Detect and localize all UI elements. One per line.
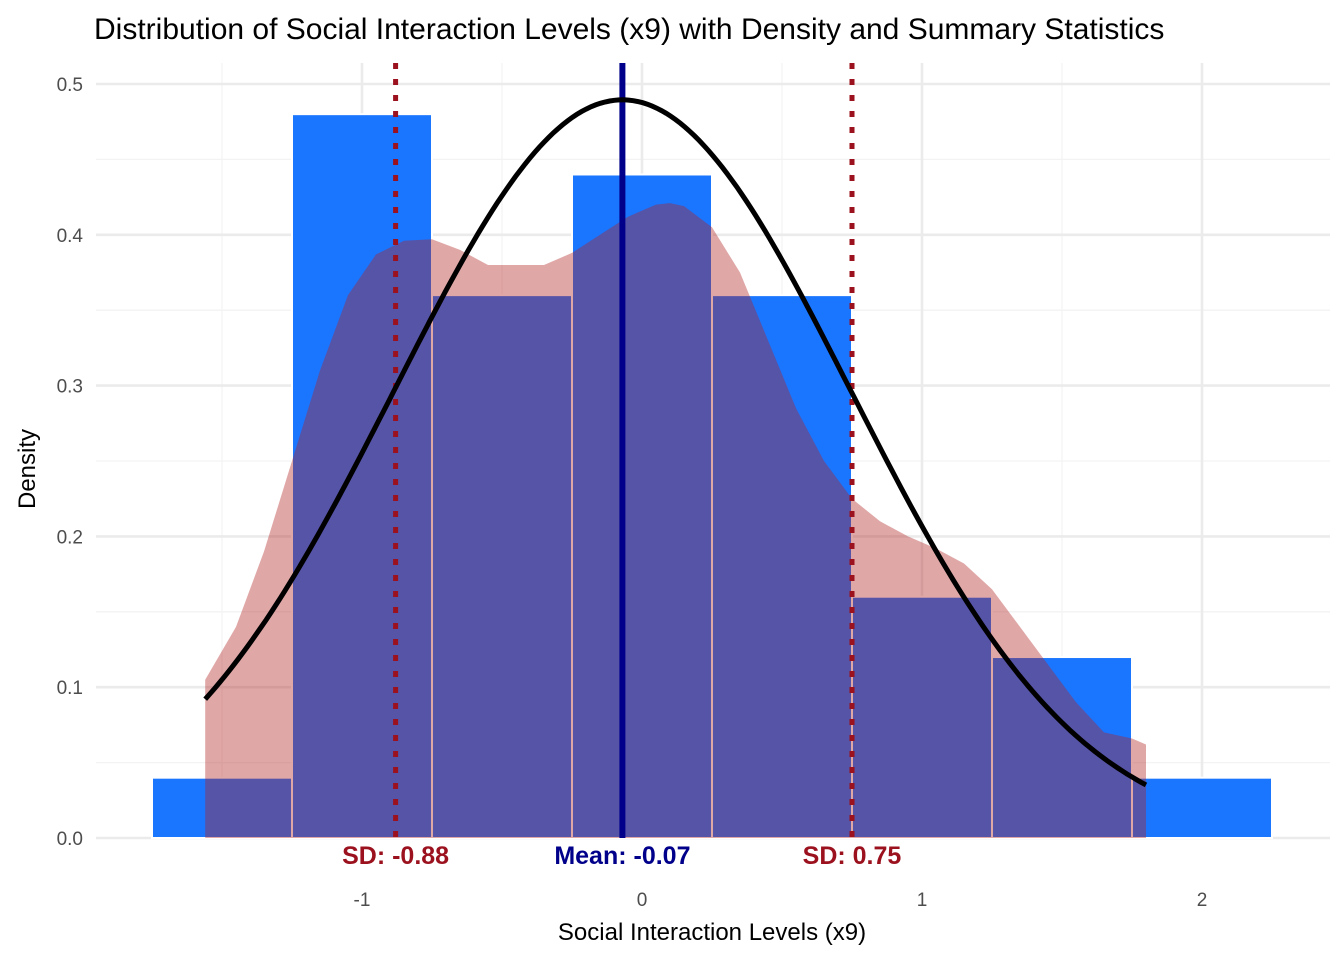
histogram-bar — [431, 294, 573, 839]
chart-title: Distribution of Social Interaction Level… — [94, 13, 1164, 46]
density-area — [205, 203, 1146, 839]
normal-curve — [203, 97, 1148, 788]
histogram-bar — [991, 656, 1133, 839]
reference-lines-layer — [393, 63, 855, 838]
x-tick-label: 1 — [917, 890, 928, 911]
y-tick-label: 0.1 — [57, 678, 83, 699]
histogram-bar — [291, 113, 433, 840]
histogram-bar — [571, 173, 713, 840]
x-tick-label: -1 — [354, 890, 371, 911]
y-axis-title: Density — [14, 429, 41, 509]
histogram-bar — [151, 776, 293, 839]
x-tick-label: 0 — [637, 890, 648, 911]
histogram-bar — [1131, 776, 1273, 839]
mean-label: Mean: -0.07 — [554, 842, 690, 870]
y-tick-label: 0.4 — [57, 226, 84, 247]
y-tick-label: 0.3 — [57, 377, 83, 398]
y-tick-label: 0.5 — [57, 75, 83, 96]
sd-label: SD: -0.88 — [342, 842, 449, 870]
sd-label: SD: 0.75 — [803, 842, 902, 870]
density-layer — [205, 203, 1146, 839]
x-axis-title: Social Interaction Levels (x9) — [558, 919, 866, 946]
tick-labels-layer: -1 0 1 2 0.0 0.1 0.2 0.3 0.4 0.5 — [57, 75, 1208, 911]
histogram-bar — [711, 294, 853, 839]
histogram-bar — [851, 595, 993, 839]
y-tick-label: 0.0 — [57, 829, 83, 850]
y-tick-label: 0.2 — [57, 527, 83, 548]
histogram-layer — [151, 113, 1273, 840]
x-tick-label: 2 — [1197, 890, 1208, 911]
annotations-layer: SD: -0.88 SD: 0.75 Mean: -0.07 — [342, 842, 901, 870]
normal-curve-layer — [203, 97, 1148, 788]
